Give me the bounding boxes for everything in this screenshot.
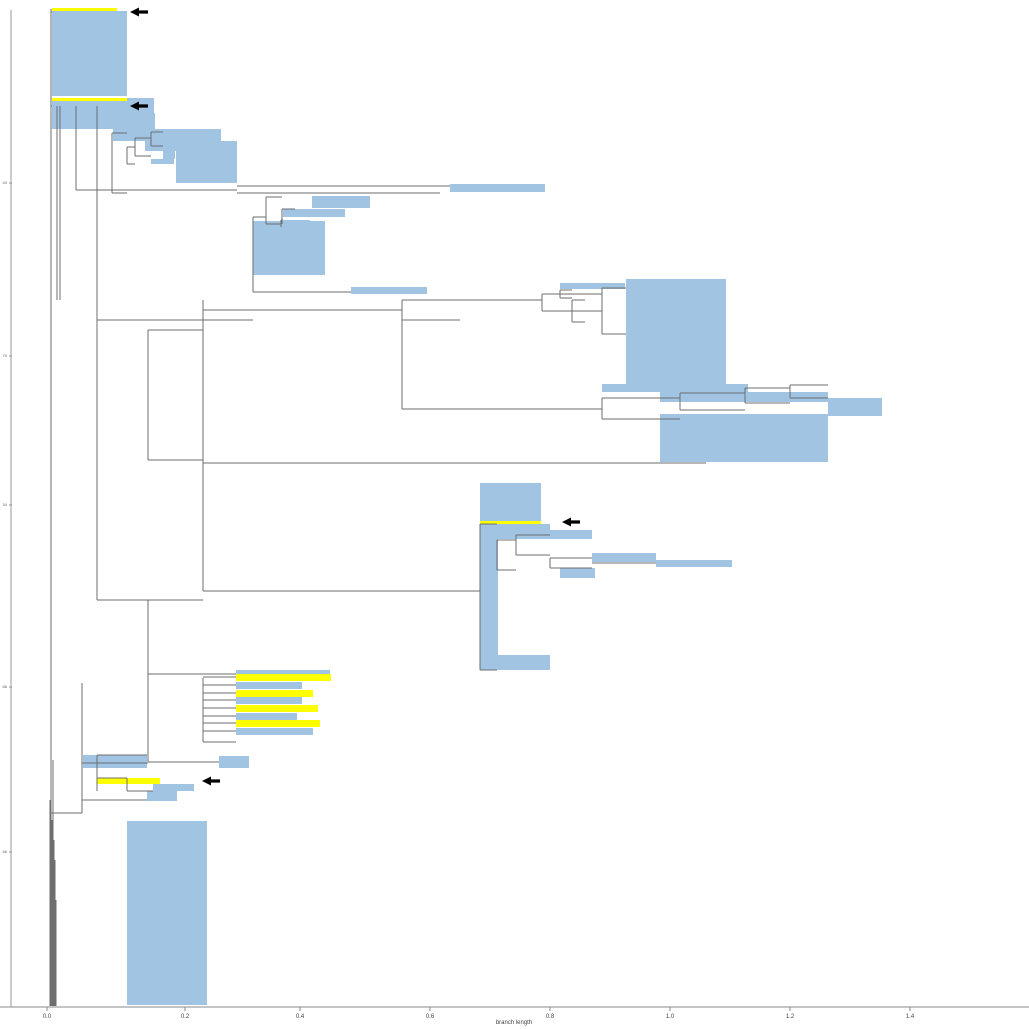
svg-text:66: 66 [3, 849, 8, 854]
svg-text:1.2: 1.2 [786, 1014, 795, 1020]
svg-text:0.4: 0.4 [296, 1014, 305, 1020]
svg-text:0.2: 0.2 [181, 1014, 190, 1020]
svg-text:0.6: 0.6 [426, 1014, 435, 1020]
svg-text:0.0: 0.0 [43, 1014, 52, 1020]
svg-text:branch length: branch length [496, 1020, 532, 1026]
svg-text:88: 88 [3, 684, 8, 689]
svg-text:1.0: 1.0 [666, 1014, 675, 1020]
svg-text:34: 34 [3, 502, 8, 507]
svg-text:1.4: 1.4 [906, 1014, 915, 1020]
svg-text:40: 40 [3, 180, 8, 185]
svg-text:70: 70 [3, 353, 8, 358]
svg-text:0.8: 0.8 [546, 1014, 555, 1020]
